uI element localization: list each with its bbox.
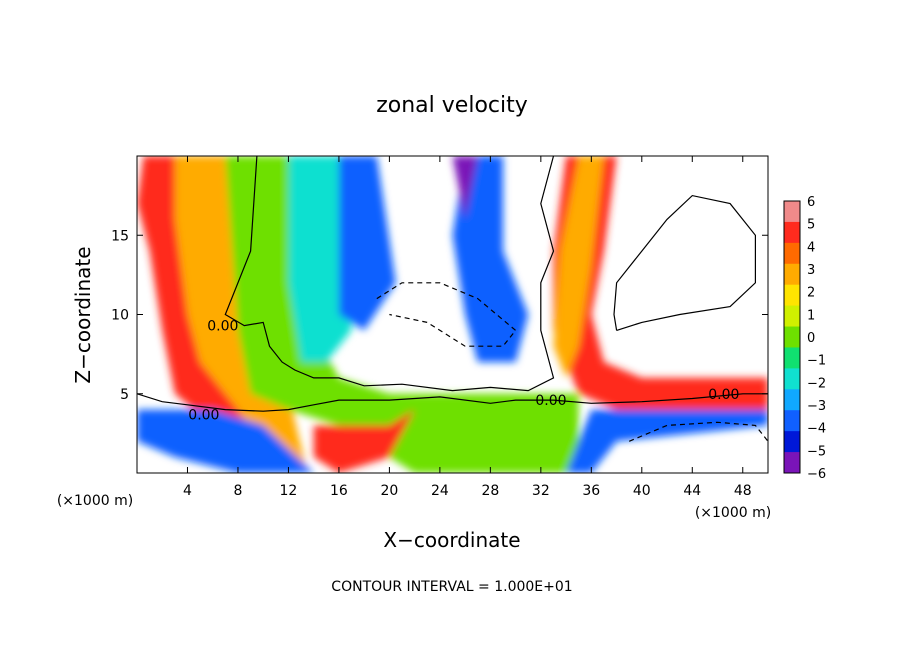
colorbar-swatch	[784, 284, 800, 307]
zero-contour-upper	[224, 156, 555, 392]
footer-text: CONTOUR INTERVAL = 1.000E+01	[331, 579, 572, 595]
y-tick-label: 5	[120, 387, 129, 403]
colorbar: 6 5 4 3 2 1 0 −1 −2 −3 −4 −5 −6	[783, 195, 826, 482]
y-tick-label: 10	[111, 308, 129, 324]
y-tick-label: 15	[111, 228, 129, 244]
chart-title: zonal velocity	[376, 93, 528, 118]
contour-label: 0.00	[535, 393, 566, 409]
field-negative-tongue	[452, 156, 529, 363]
colorbar-frame	[783, 200, 801, 474]
field-negative-tip	[452, 156, 478, 220]
x-tick-label: 28	[481, 483, 499, 499]
x-tick-label: 36	[582, 483, 600, 499]
y-axis-label: Z−coordinate	[71, 246, 95, 383]
contour-low-dashed	[628, 421, 768, 442]
contour-label: 0.00	[708, 387, 739, 403]
x-tick-label: 12	[280, 483, 298, 499]
field-right-positive	[553, 156, 768, 410]
colorbar-label: 4	[807, 240, 815, 255]
contour-negative-dashed	[376, 282, 517, 347]
colorbar-label: −4	[807, 422, 826, 437]
colorbar-swatch	[784, 305, 800, 328]
colorbar-label: 3	[807, 263, 815, 278]
field-blue-column	[338, 156, 396, 331]
colorbar-swatch	[784, 242, 800, 265]
field-right-positive-core	[553, 156, 604, 378]
colorbar-swatch	[784, 326, 800, 348]
x-tick-label: 4	[183, 483, 192, 499]
colorbar-swatch	[784, 389, 800, 411]
colorbar-swatch	[784, 410, 800, 432]
colorbar-swatch	[784, 201, 800, 223]
x-tick-label: 20	[380, 483, 398, 499]
contour-right-loop	[613, 194, 756, 331]
x-tick-label: 44	[683, 483, 701, 499]
x-tick-label: 32	[532, 483, 550, 499]
colorbar-swatch	[784, 263, 800, 286]
x-axis-label: X−coordinate	[383, 528, 520, 552]
colorbar-label: −5	[807, 444, 826, 459]
colorbar-label: 0	[807, 331, 815, 346]
zero-contour-lower	[137, 393, 768, 412]
x-tick-label: 16	[330, 483, 348, 499]
field-green-zone	[225, 156, 579, 473]
colorbar-label: 1	[807, 308, 815, 323]
colorbar-label: −3	[807, 399, 826, 414]
colorbar-label: 6	[807, 195, 815, 210]
contour-label: 0.00	[207, 319, 238, 335]
colorbar-swatch	[784, 431, 800, 453]
field-low-blue-left	[137, 409, 314, 473]
x-unit-left: (×1000 m)	[57, 493, 133, 509]
colorbar-swatch	[784, 347, 800, 369]
colorbar-label: 2	[807, 286, 815, 301]
x-tick-label: 48	[734, 483, 752, 499]
x-tick-label: 8	[233, 483, 242, 499]
field-low-blue-right	[566, 409, 768, 473]
field-cyan-column	[288, 156, 352, 363]
colorbar-swatch	[784, 368, 800, 390]
heatmap-field	[137, 156, 768, 473]
colorbar-label: −1	[807, 354, 826, 369]
x-tick-label: 24	[431, 483, 449, 499]
colorbar-label: −6	[807, 467, 826, 482]
x-tick-label: 40	[633, 483, 651, 499]
colorbar-label: −2	[807, 376, 826, 391]
field-surface-red	[313, 409, 415, 473]
x-unit-right: (×1000 m)	[695, 505, 771, 521]
colorbar-swatch	[784, 452, 800, 474]
colorbar-label: 5	[807, 218, 815, 233]
contour-labels: 0.00 0.00 0.00 0.00	[188, 319, 739, 424]
contour-label: 0.00	[188, 407, 219, 423]
colorbar-swatch	[784, 221, 800, 244]
